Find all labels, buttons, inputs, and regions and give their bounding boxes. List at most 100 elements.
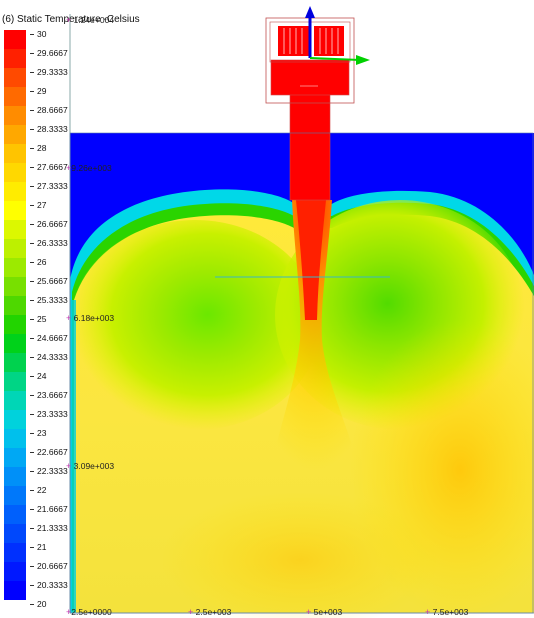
colorbar-value-label: 28.6667 bbox=[37, 105, 68, 115]
colorbar-tick bbox=[30, 566, 34, 567]
colorbar-swatch bbox=[4, 30, 26, 49]
colorbar-tick bbox=[30, 376, 34, 377]
colorbar-tick bbox=[30, 471, 34, 472]
colorbar-swatch bbox=[4, 562, 26, 581]
x-tick-1: + 2.5e+003 bbox=[188, 607, 232, 617]
fan-grille bbox=[283, 28, 339, 54]
colorbar-swatch bbox=[4, 372, 26, 391]
colorbar-swatch bbox=[4, 467, 26, 486]
colorbar-value-label: 27 bbox=[37, 200, 47, 210]
colorbar-value-label: 29.6667 bbox=[37, 48, 68, 58]
colorbar-swatch bbox=[4, 410, 26, 429]
legend-title: (6) Static Temperature -Celsius bbox=[2, 14, 140, 25]
colorbar-swatch bbox=[4, 486, 26, 505]
x-tick-label: 5e+003 bbox=[313, 607, 343, 617]
x-origin: +2.5e+0000 bbox=[66, 607, 112, 617]
y-tick-top: + 1.24e+004 bbox=[66, 15, 115, 25]
colorbar-value-label: 22 bbox=[37, 485, 47, 495]
colorbar-swatch bbox=[4, 68, 26, 87]
fan-left bbox=[278, 26, 310, 56]
colorbar-value-label: 21.3333 bbox=[37, 523, 68, 533]
colorbar-swatch bbox=[4, 581, 26, 600]
colorbar-swatch bbox=[4, 315, 26, 334]
domain-border bbox=[69, 132, 534, 614]
colorbar-tick bbox=[30, 338, 34, 339]
colorbar-tick bbox=[30, 205, 34, 206]
left-wall-strip bbox=[70, 300, 76, 613]
colorbar-tick bbox=[30, 34, 34, 35]
colorbar-tick bbox=[30, 224, 34, 225]
x-tick-label: 7.5e+003 bbox=[432, 607, 469, 617]
y-tick-label: 6.18e+003 bbox=[73, 313, 115, 323]
colorbar-swatch bbox=[4, 353, 26, 372]
colorbar-tick bbox=[30, 319, 34, 320]
colorbar-swatch bbox=[4, 182, 26, 201]
colorbar-swatch bbox=[4, 144, 26, 163]
colorbar-tick bbox=[30, 281, 34, 282]
colorbar-tick bbox=[30, 528, 34, 529]
colorbar-value-label: 30 bbox=[37, 29, 47, 39]
colorbar-swatch bbox=[4, 87, 26, 106]
colorbar-swatch bbox=[4, 277, 26, 296]
warm-lower-center bbox=[160, 490, 440, 618]
colorbar-swatch bbox=[4, 106, 26, 125]
colorbar-tick bbox=[30, 395, 34, 396]
colorbar-tick bbox=[30, 72, 34, 73]
colorbar-tick bbox=[30, 585, 34, 586]
colorbar-tick bbox=[30, 91, 34, 92]
colorbar-swatch bbox=[4, 296, 26, 315]
colorbar-value-label: 25 bbox=[37, 314, 47, 324]
colorbar-tick bbox=[30, 186, 34, 187]
colorbar-value-label: 20.3333 bbox=[37, 580, 68, 590]
colorbar-value-label: 29.3333 bbox=[37, 67, 68, 77]
colorbar-swatch bbox=[4, 49, 26, 68]
colorbar-swatch bbox=[4, 201, 26, 220]
colorbar-tick bbox=[30, 357, 34, 358]
colorbar-tick bbox=[30, 452, 34, 453]
colorbar-tick bbox=[30, 433, 34, 434]
colorbar-tick bbox=[30, 53, 34, 54]
y-tick-label: 1.24e+004 bbox=[73, 15, 115, 25]
y-tick-label: 3.09e+003 bbox=[73, 461, 115, 471]
colorbar-value-label: 24.6667 bbox=[37, 333, 68, 343]
colorbar-value-label: 27.3333 bbox=[37, 181, 68, 191]
colorbar-tick bbox=[30, 167, 34, 168]
colorbar-value-label: 29 bbox=[37, 86, 47, 96]
fan-right bbox=[314, 26, 344, 56]
colorbar-value-label: 20.6667 bbox=[37, 561, 68, 571]
colorbar-value-label: 21.6667 bbox=[37, 504, 68, 514]
colorbar-swatch bbox=[4, 543, 26, 562]
colorbar-tick bbox=[30, 490, 34, 491]
colorbar-value-label: 26 bbox=[37, 257, 47, 267]
origin-label: 2.5e+0000 bbox=[71, 607, 112, 617]
jet-plume bbox=[270, 200, 360, 470]
x-tick-label: 2.5e+003 bbox=[195, 607, 232, 617]
colorbar-tick bbox=[30, 243, 34, 244]
colorbar-value-label: 22.6667 bbox=[37, 447, 68, 457]
colorbar-tick bbox=[30, 110, 34, 111]
colorbar-tick bbox=[30, 262, 34, 263]
colorbar-swatch bbox=[4, 239, 26, 258]
colorbar-value-label: 23 bbox=[37, 428, 47, 438]
colorbar-tick bbox=[30, 414, 34, 415]
colorbar-value-label: 22.3333 bbox=[37, 466, 68, 476]
supply-duct-head bbox=[270, 59, 350, 96]
left-vortex bbox=[70, 220, 320, 430]
y-tick-2: +9.26e+003 bbox=[66, 163, 112, 173]
colorbar-swatch bbox=[4, 391, 26, 410]
colorbar-value-label: 28.3333 bbox=[37, 124, 68, 134]
colorbar-value-label: 24.3333 bbox=[37, 352, 68, 362]
colorbar-value-label: 23.3333 bbox=[37, 409, 68, 419]
y-tick-4: + 3.09e+003 bbox=[66, 461, 115, 471]
colorbar-tick bbox=[30, 604, 34, 605]
colorbar-swatch bbox=[4, 334, 26, 353]
x-tick-2: + 5e+003 bbox=[306, 607, 343, 617]
colorbar-tick bbox=[30, 300, 34, 301]
colorbar-swatch bbox=[4, 524, 26, 543]
y-tick-3: + 6.18e+003 bbox=[66, 313, 115, 323]
colorbar-value-label: 25.6667 bbox=[37, 276, 68, 286]
colorbar-tick bbox=[30, 129, 34, 130]
colorbar-value-label: 23.6667 bbox=[37, 390, 68, 400]
colorbar-swatch bbox=[4, 505, 26, 524]
